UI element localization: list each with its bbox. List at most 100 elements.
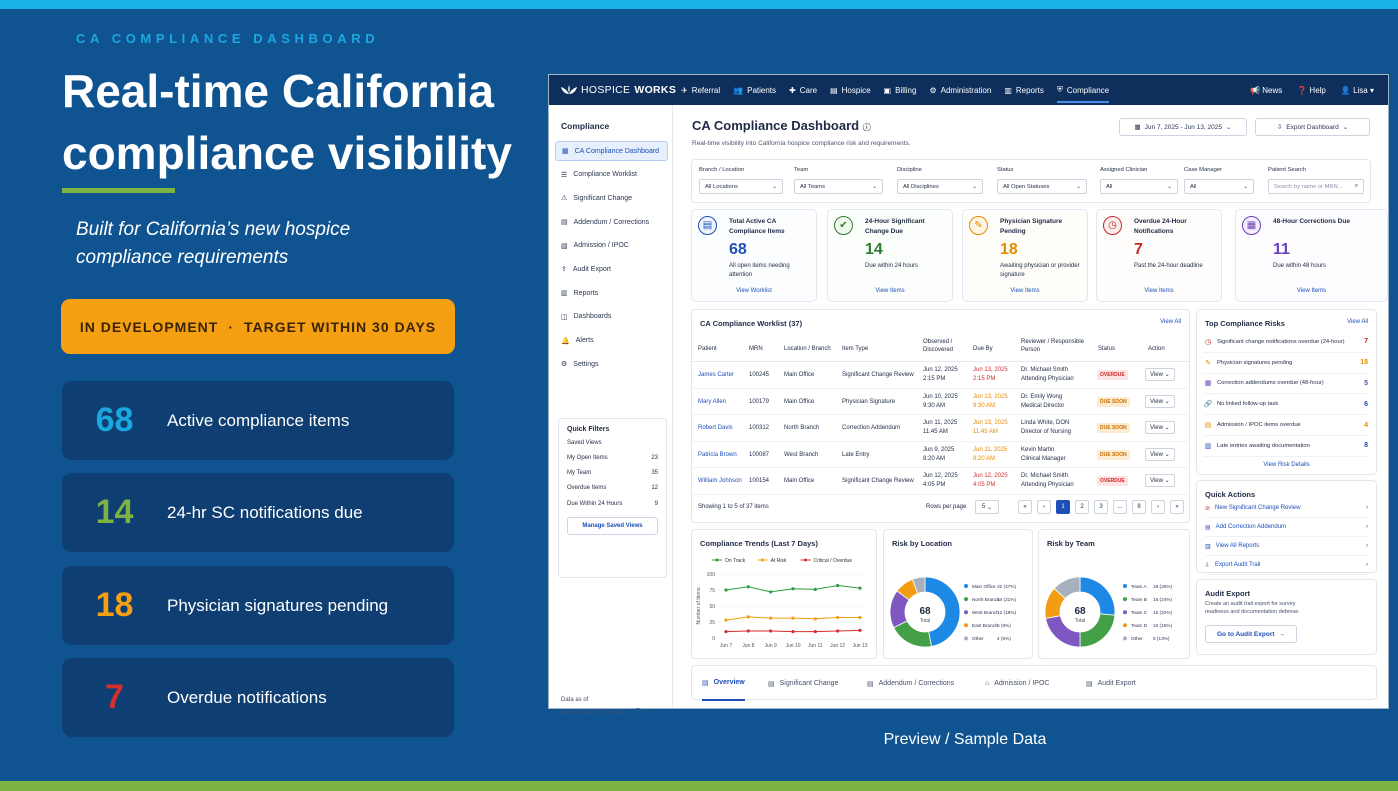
nav-item-billing[interactable]: ▣ Billing	[884, 75, 917, 105]
page-button[interactable]: 8	[1132, 500, 1146, 514]
nav-item-referral[interactable]: ✈ Referral	[681, 75, 720, 105]
kpi-link[interactable]: View Items	[875, 288, 905, 294]
view-action-button[interactable]: View ⌄	[1145, 447, 1175, 461]
go-to-audit-export-button[interactable]: Go to Audit Export →	[1205, 625, 1297, 643]
nav-item-reports[interactable]: ▥ Reports	[1004, 75, 1044, 105]
page-button[interactable]: 1	[1056, 500, 1070, 514]
patient-link[interactable]: James Carter	[698, 372, 735, 378]
kpi-link[interactable]: View Items	[1144, 288, 1174, 294]
saved-view-label: My Team	[567, 469, 592, 476]
risk-row[interactable]: ▦ Correction addendums overdue (48-hour) 5	[1203, 374, 1368, 395]
sidebar-item[interactable]: ▤ Addendum / Corrections	[555, 212, 668, 232]
sidebar-item[interactable]: ▦ CA Compliance Dashboard	[555, 141, 668, 161]
patient-link[interactable]: William Johnson	[698, 478, 742, 485]
sidebar-item[interactable]: 🔔 Alerts	[555, 331, 668, 351]
export-dashboard-button[interactable]: ⇩ Export Dashboard ⌄	[1255, 118, 1370, 136]
patient-link[interactable]: Patricia Brown	[698, 451, 737, 458]
view-action-button[interactable]: View ⌄	[1145, 421, 1175, 435]
page-nav-button[interactable]: ‹	[1037, 500, 1051, 514]
reviewer-name: Linda White, DON	[1021, 420, 1070, 427]
table-row[interactable]: Robert Davis 100312 North Branch Correction…	[692, 415, 1189, 442]
sidebar-item[interactable]: ▥ Reports	[555, 283, 668, 303]
tab-icon: ▤	[768, 680, 775, 688]
donut-slice	[924, 576, 961, 647]
tab-audit-export[interactable]: ▤ Audit Export	[1086, 666, 1136, 701]
tab-significant-change[interactable]: ▤ Significant Change	[768, 666, 838, 701]
tab-admission-ipoc[interactable]: ⌂ Admission / IPOC	[985, 666, 1049, 701]
table-row[interactable]: Patricia Brown 100087 West Branch Late Entr…	[692, 442, 1189, 469]
view-risk-details-link[interactable]: View Risk Details	[1263, 462, 1310, 468]
saved-view-item[interactable]: My Open Items 23	[567, 450, 658, 465]
saved-view-item[interactable]: My Team 35	[567, 465, 658, 480]
page-button[interactable]: 3	[1094, 500, 1108, 514]
table-row[interactable]: James Carter 100245 Main Office Significant…	[692, 362, 1189, 389]
quick-action[interactable]: ▥ View All Reports ›	[1205, 537, 1368, 556]
date-range-picker[interactable]: ▦ Jun 7, 2025 - Jun 13, 2025 ⌄	[1119, 118, 1247, 136]
rows-per-page-select[interactable]: 5 ⌄	[975, 500, 999, 514]
view-action-button[interactable]: View ⌄	[1145, 394, 1175, 408]
page-nav-button[interactable]: »	[1170, 500, 1184, 514]
kpi-link[interactable]: View Items	[1296, 288, 1327, 294]
data-point	[858, 586, 862, 590]
filter-select[interactable]: Search by name or MRN... ⌕	[1268, 179, 1364, 194]
filter-select[interactable]: All Disciplines ⌄	[897, 179, 983, 194]
tab-overview[interactable]: ▤ Overview	[702, 666, 745, 701]
nav-item-administration[interactable]: ⚙ Administration	[929, 75, 991, 105]
quick-action[interactable]: ⇩ Export Audit Trail ›	[1205, 556, 1368, 575]
filter-select[interactable]: All Open Statuses ⌄	[997, 179, 1087, 194]
kpi-title: 48-Hour Corrections Due	[1273, 218, 1350, 225]
risk-row[interactable]: 🔗 No linked follow-up task 6	[1203, 394, 1368, 416]
tab-label: Significant Change	[779, 680, 839, 687]
help-link[interactable]: ❓ Help	[1297, 86, 1326, 95]
risk-row[interactable]: ◷ Significant change notifications overdu…	[1203, 332, 1368, 353]
sidebar-item[interactable]: ⚠ Significant Change	[555, 188, 668, 208]
column-header: Item Type	[842, 346, 869, 352]
page-nav-button[interactable]: «	[1018, 500, 1032, 514]
risk-row[interactable]: ▥ Late entries awaiting documentation 8	[1203, 436, 1368, 457]
refresh-icon[interactable]: ⟳	[634, 706, 643, 716]
filter-select[interactable]: All ⌄	[1100, 179, 1178, 194]
y-tick-label: 100	[707, 572, 716, 578]
sidebar-item[interactable]: ⚙ Settings	[555, 354, 668, 374]
tab-label: Admission / IPOC	[994, 680, 1050, 687]
patient-link[interactable]: Mary Allen	[698, 398, 727, 405]
quick-action[interactable]: ⊘ New Significant Change Review ›	[1205, 499, 1368, 518]
top-risks-view-all[interactable]: View All	[1347, 319, 1368, 325]
table-row[interactable]: Mary Allen 100179 Main Office Physician Sig…	[692, 389, 1189, 416]
legend-label: North Branch	[972, 597, 1000, 602]
tab-addendum-corrections[interactable]: ▤ Addendum / Corrections	[867, 666, 954, 701]
user-menu[interactable]: 👤 Lisa ▾	[1340, 85, 1374, 95]
filter-select[interactable]: All Teams ⌄	[794, 179, 883, 194]
kpi-link[interactable]: View Items	[1010, 288, 1040, 294]
nav-item-hospice[interactable]: ▤ Hospice	[830, 75, 870, 105]
view-action-button[interactable]: View ⌄	[1145, 474, 1175, 488]
saved-view-item[interactable]: Overdue Items 12	[567, 481, 658, 496]
nav-item-compliance[interactable]: ⛨ Compliance	[1056, 75, 1110, 105]
risk-row[interactable]: ▤ Admission / IPOC items overdue 4	[1203, 415, 1368, 436]
sidebar-item[interactable]: ☰ Compliance Worklist	[555, 165, 668, 185]
nav-item-patients[interactable]: 👥 Patients	[733, 75, 776, 105]
risk-row[interactable]: ✎ Physician signatures pending 18	[1203, 353, 1368, 374]
table-row[interactable]: William Johnson 100154 Main Office Signific…	[692, 468, 1189, 495]
nav-item-care[interactable]: ✚ Care	[789, 75, 817, 105]
quick-action[interactable]: ▤ Add Correction Addendum ›	[1205, 518, 1368, 537]
observed-date: Jun 12, 2025	[923, 367, 958, 373]
view-action-button[interactable]: View ⌄	[1145, 368, 1175, 381]
news-link[interactable]: 📢 News	[1250, 86, 1282, 95]
saved-view-item[interactable]: Due Within 24 Hours 9	[567, 496, 658, 511]
page-button[interactable]: 2	[1075, 500, 1089, 514]
patient-link[interactable]: Robert Davis	[698, 425, 733, 432]
kpi-link[interactable]: View Worklist	[736, 288, 772, 294]
sidebar-item[interactable]: ▧ Admission / IPOC	[555, 236, 668, 256]
info-icon[interactable]: ⓘ	[862, 123, 871, 132]
filter-select[interactable]: All ⌄	[1184, 179, 1254, 194]
manage-saved-views-button[interactable]: Manage Saved Views	[567, 517, 658, 536]
headline: Real-time California compliance visibilit…	[62, 60, 542, 184]
filter-select[interactable]: All Locations ⌄	[699, 179, 783, 194]
showing-text: Showing 1 to 5 of 37 items	[698, 504, 769, 510]
worklist-view-all-link[interactable]: View All	[1160, 319, 1181, 325]
page-nav-button[interactable]: ›	[1151, 500, 1165, 514]
sidebar-item[interactable]: ◫ Dashboards	[555, 307, 668, 327]
sidebar-item[interactable]: ⇪ Audit Export	[555, 259, 668, 279]
